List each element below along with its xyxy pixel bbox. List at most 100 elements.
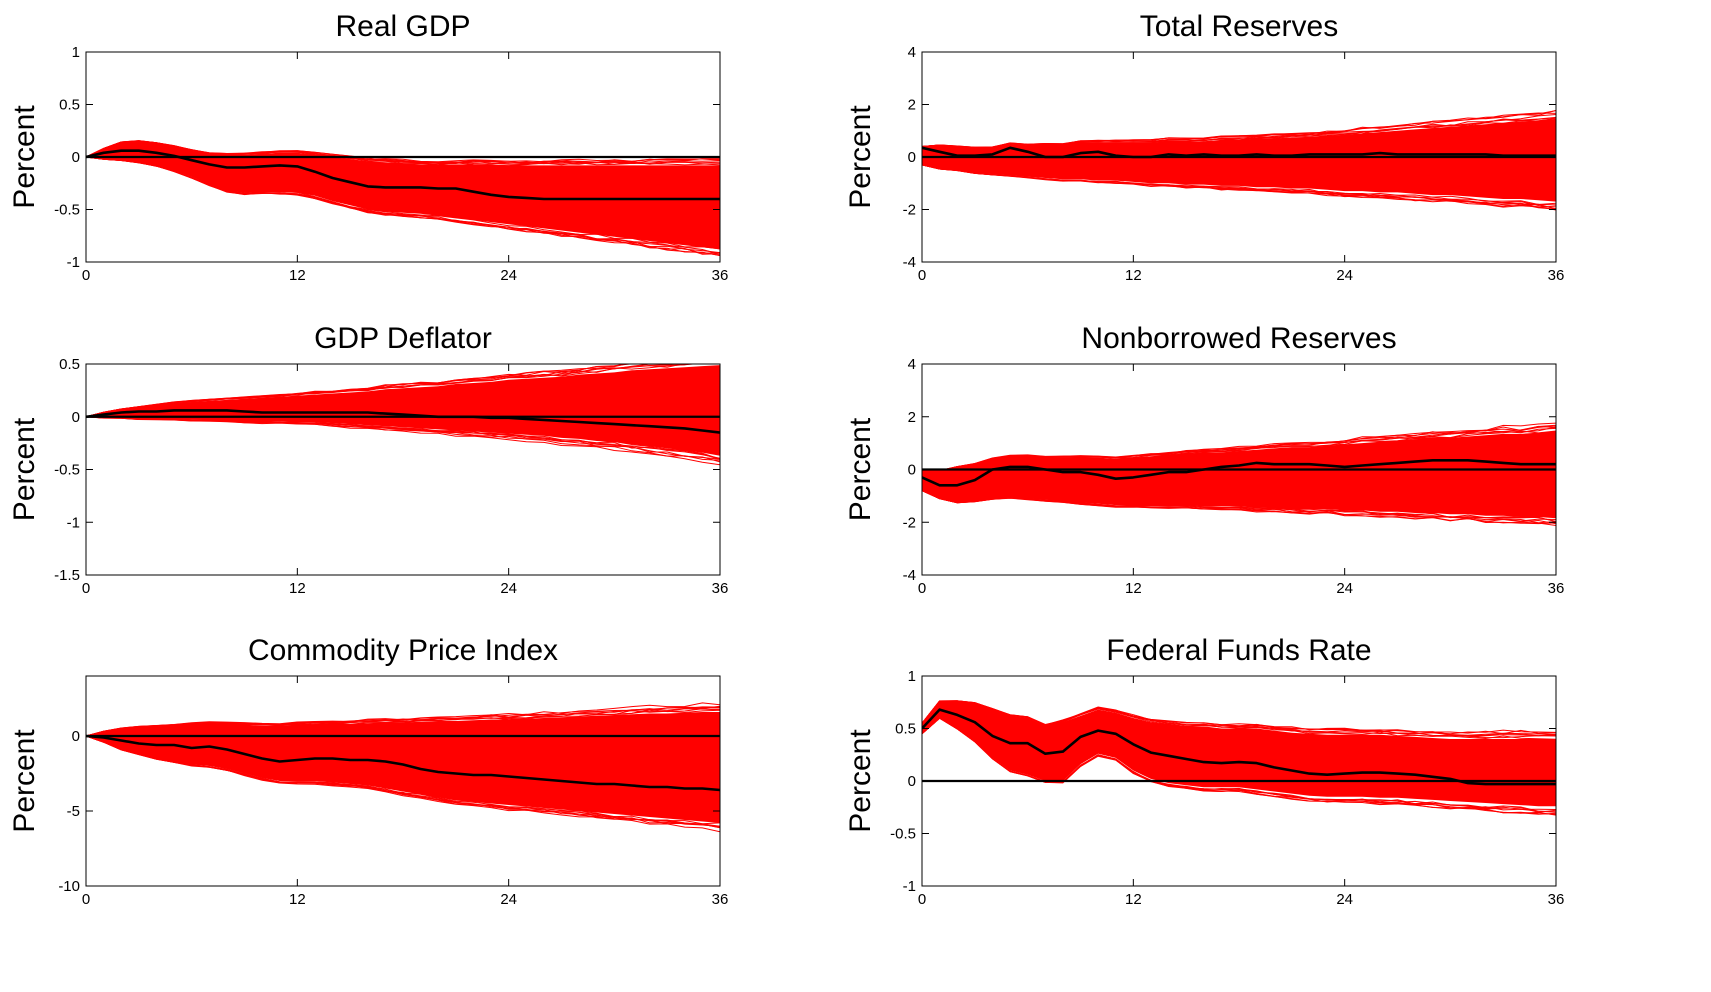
y-tick-label: 0.5 xyxy=(59,356,80,373)
median-response-line xyxy=(86,409,720,434)
x-tick-label: 24 xyxy=(500,891,517,908)
y-tick-label: 0.5 xyxy=(895,721,916,738)
y-tick-label: 0 xyxy=(72,728,80,745)
y-tick-label: -0.5 xyxy=(54,462,80,479)
simulation-draw-line xyxy=(922,164,1556,210)
y-tick-label: 2 xyxy=(908,97,916,114)
simulation-band xyxy=(86,712,720,823)
x-tick-label: 36 xyxy=(712,267,729,284)
y-tick-label: -4 xyxy=(903,567,916,584)
y-tick-label: 0.5 xyxy=(59,97,80,114)
simulation-draw-line xyxy=(922,430,1556,472)
simulation-draw-line xyxy=(922,490,1556,526)
x-tick-label: 36 xyxy=(1548,891,1565,908)
y-tick-label: 4 xyxy=(908,44,916,61)
panel-title: Commodity Price Index xyxy=(248,634,558,667)
x-tick-label: 0 xyxy=(918,891,926,908)
simulation-draw-line xyxy=(922,424,1556,472)
panel-nonborrowed-reserves: Nonborrowed Reserves Percent 0 12 24 36-4-2… xyxy=(844,322,1564,597)
x-tick-label: 36 xyxy=(1548,580,1565,597)
x-tick-label: 36 xyxy=(712,580,729,597)
x-tick-label: 24 xyxy=(1336,891,1353,908)
plot-data xyxy=(86,140,720,257)
x-tick-label: 12 xyxy=(289,580,306,597)
median-response-line xyxy=(922,708,1556,786)
simulation-draw-line xyxy=(86,140,720,164)
y-tick-label: 0 xyxy=(908,462,916,479)
plot-data xyxy=(86,702,720,833)
x-tick-label: 12 xyxy=(289,891,306,908)
y-tick-label: 0 xyxy=(72,149,80,166)
y-tick-label: 0 xyxy=(908,773,916,790)
y-tick-label: -2 xyxy=(903,202,916,219)
simulation-draw-line xyxy=(86,416,720,460)
panel-title: Real GDP xyxy=(335,10,470,43)
plot-data xyxy=(922,422,1556,526)
simulation-band xyxy=(922,118,1556,202)
simulation-band xyxy=(922,431,1556,519)
panel-commodity-price-index: Commodity Price Index Percent 0 12 24 36 -10… xyxy=(8,634,728,908)
panel-gdp-deflator: GDP Deflator Percent 0 12 24 36 -1.5 -1 -0.5 0 0… xyxy=(8,322,728,597)
y-tick-label: 0 xyxy=(72,409,80,426)
y-tick-label: -1.5 xyxy=(54,567,80,584)
x-tick-label: 24 xyxy=(500,267,517,284)
y-axis-label: Percent xyxy=(844,417,877,521)
x-tick-label: 12 xyxy=(289,267,306,284)
simulation-draw-line xyxy=(922,717,1556,815)
y-tick-label: -0.5 xyxy=(54,202,80,219)
y-tick-label: -1 xyxy=(67,514,80,531)
panel-federal-funds-rate: Federal Funds Rate Percent 0 12 24 36 -1 -0.5… xyxy=(844,634,1564,908)
plot-data xyxy=(922,700,1556,816)
y-tick-label: -4 xyxy=(903,254,916,271)
y-tick-label: 2 xyxy=(908,409,916,426)
simulation-draw-line xyxy=(922,700,1556,735)
plot-data xyxy=(922,109,1556,211)
y-axis-label: Percent xyxy=(844,729,877,833)
y-tick-label: 1 xyxy=(72,44,80,61)
plot-data xyxy=(86,364,720,466)
y-tick-label: -10 xyxy=(58,878,80,895)
x-tick-label: 12 xyxy=(1125,267,1142,284)
y-tick-label: -1 xyxy=(67,254,80,271)
y-axis-label: Percent xyxy=(844,105,877,209)
x-tick-label: 36 xyxy=(712,891,729,908)
median-response-line xyxy=(922,146,1556,159)
simulation-draw-line xyxy=(86,364,635,418)
simulation-draw-line xyxy=(86,156,720,250)
median-response-line xyxy=(86,149,720,201)
x-tick-label: 0 xyxy=(82,267,90,284)
y-tick-label: -0.5 xyxy=(890,826,916,843)
simulation-draw-line xyxy=(922,109,1556,148)
y-axis-label: Percent xyxy=(8,729,41,833)
x-tick-label: 12 xyxy=(1125,891,1142,908)
simulation-draw-line xyxy=(86,708,720,737)
panel-title: Nonborrowed Reserves xyxy=(1081,322,1396,355)
y-tick-label: -1 xyxy=(903,878,916,895)
median-response-line xyxy=(922,459,1556,487)
simulation-draw-line xyxy=(86,735,720,827)
y-tick-label: 0 xyxy=(908,149,916,166)
y-axis-label: Percent xyxy=(8,105,41,209)
simulation-draw-line xyxy=(86,364,629,418)
x-tick-label: 0 xyxy=(82,580,90,597)
y-tick-label: -5 xyxy=(67,803,80,820)
y-tick-label: 1 xyxy=(908,668,916,685)
x-tick-label: 24 xyxy=(1336,580,1353,597)
panel-title: Total Reserves xyxy=(1140,10,1338,43)
simulation-draw-line xyxy=(922,117,1556,149)
panel-title: GDP Deflator xyxy=(314,322,492,355)
median-response-line xyxy=(86,734,720,792)
y-tick-label: -2 xyxy=(903,514,916,531)
x-tick-label: 0 xyxy=(918,580,926,597)
x-tick-label: 24 xyxy=(500,580,517,597)
panel-title: Federal Funds Rate xyxy=(1106,634,1371,667)
y-axis-label: Percent xyxy=(8,417,41,521)
x-tick-label: 0 xyxy=(918,267,926,284)
x-tick-label: 24 xyxy=(1336,267,1353,284)
x-tick-label: 0 xyxy=(82,891,90,908)
panel-real-gdp: Real GDP Percent 0 12 24 36 -1 -0.5 0 0.5 1 xyxy=(8,10,728,284)
y-tick-label: 4 xyxy=(908,356,916,373)
axes-box xyxy=(85,675,721,887)
